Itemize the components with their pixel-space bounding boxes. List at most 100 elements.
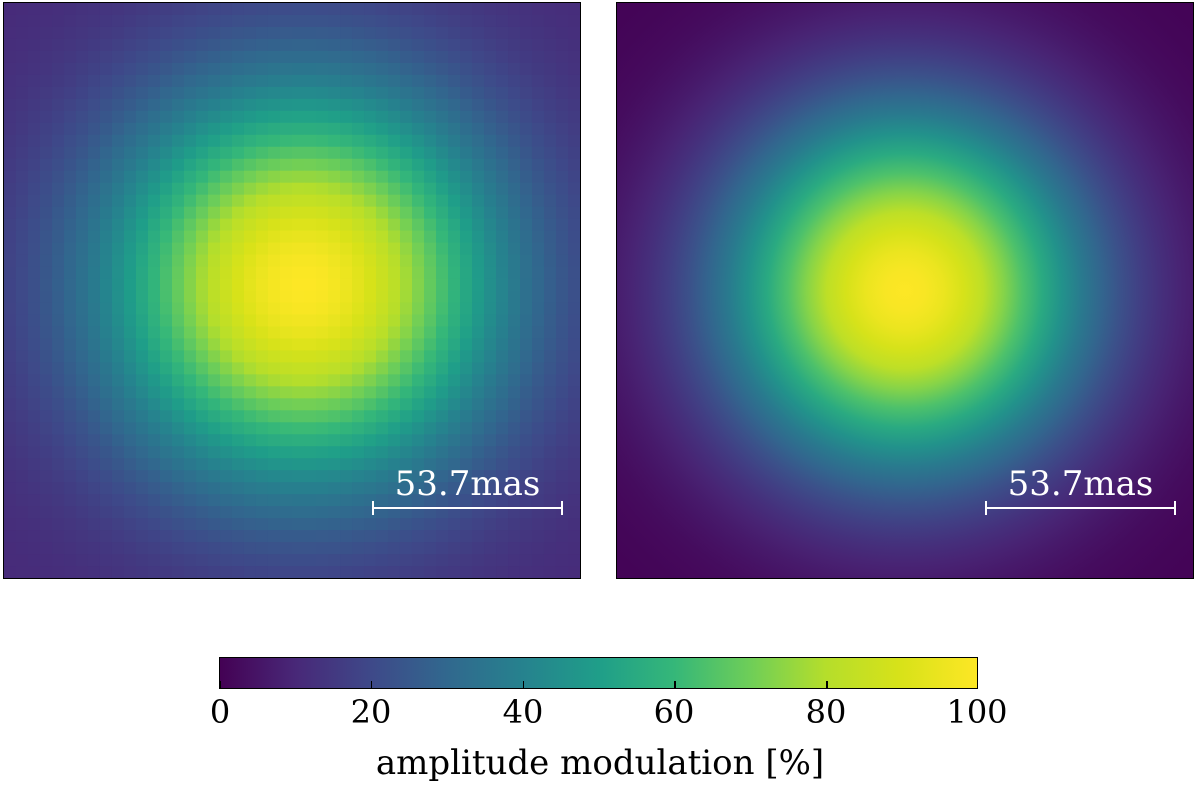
heatmap-left-cell <box>555 374 569 387</box>
heatmap-left-cell <box>208 386 221 399</box>
heatmap-left-cell <box>208 302 221 316</box>
heatmap-left-cell <box>99 26 113 40</box>
heatmap-left-cell <box>411 290 425 304</box>
heatmap-left-cell <box>328 194 341 208</box>
heatmap-left-cell <box>267 446 281 459</box>
heatmap-left-cell <box>52 170 65 184</box>
heatmap-left-cell <box>99 518 113 531</box>
heatmap-left-cell <box>4 230 17 244</box>
heatmap-left-cell <box>16 482 29 495</box>
heatmap-left-cell <box>196 302 209 316</box>
heatmap-left-cell <box>28 194 41 208</box>
heatmap-left-cell <box>352 482 365 495</box>
heatmap-left-cell <box>4 458 17 471</box>
heatmap-left-cell <box>76 206 89 220</box>
heatmap-left-cell <box>543 398 557 411</box>
heatmap-left-cell <box>472 3 485 16</box>
heatmap-left-cell <box>87 302 101 316</box>
heatmap-left-cell <box>208 554 221 567</box>
heatmap-left-cell <box>184 98 197 112</box>
heatmap-left-cell <box>231 38 245 52</box>
heatmap-left-cell <box>16 110 29 124</box>
heatmap-left-cell <box>4 482 17 495</box>
heatmap-left-cell <box>160 182 173 196</box>
heatmap-left-cell <box>87 494 101 507</box>
heatmap-left-cell <box>123 26 137 40</box>
heatmap-left-cell <box>304 518 317 531</box>
heatmap-left-cell <box>16 554 29 567</box>
heatmap-left-cell <box>243 206 257 220</box>
heatmap-left-cell <box>243 194 257 208</box>
heatmap-left-cell <box>172 542 185 555</box>
heatmap-left-cell <box>87 74 101 88</box>
heatmap-left-cell <box>484 122 497 136</box>
heatmap-left-cell <box>328 458 341 471</box>
heatmap-left-cell <box>172 398 185 411</box>
heatmap-left-cell <box>375 326 389 340</box>
heatmap-left-cell <box>364 302 377 316</box>
heatmap-left-cell <box>508 158 521 172</box>
heatmap-left-cell <box>292 242 305 256</box>
heatmap-left-cell <box>148 62 161 76</box>
heatmap-left-cell <box>399 38 413 52</box>
heatmap-left-cell <box>4 326 17 340</box>
heatmap-left-cell <box>111 170 125 184</box>
heatmap-left-cell <box>148 542 161 555</box>
heatmap-left-cell <box>76 26 89 40</box>
heatmap-left-cell <box>543 86 557 100</box>
heatmap-left-cell <box>76 86 89 100</box>
heatmap-left-cell <box>460 326 473 340</box>
heatmap-left-cell <box>316 122 329 136</box>
heatmap-left-cell <box>472 314 485 328</box>
heatmap-left-cell <box>255 14 269 28</box>
heatmap-left-cell <box>76 338 89 351</box>
heatmap-left-cell <box>484 110 497 124</box>
heatmap-left-cell <box>123 290 137 304</box>
heatmap-left-cell <box>436 470 449 483</box>
heatmap-left-cell <box>231 458 245 471</box>
heatmap-left-cell <box>352 146 365 160</box>
heatmap-left-cell <box>64 86 77 100</box>
heatmap-left-cell <box>231 422 245 435</box>
heatmap-left-cell <box>243 26 257 40</box>
heatmap-left-cell <box>76 242 89 256</box>
heatmap-left-cell <box>567 230 580 244</box>
heatmap-left-cell <box>364 458 377 471</box>
heatmap-left-cell <box>160 362 173 375</box>
heatmap-left-cell <box>531 326 545 340</box>
heatmap-left-cell <box>328 410 341 423</box>
heatmap-left-cell <box>531 254 545 268</box>
heatmap-left-cell <box>519 302 533 316</box>
heatmap-left-cell <box>375 14 389 28</box>
heatmap-left-cell <box>243 254 257 268</box>
heatmap-left-cell <box>16 566 29 578</box>
heatmap-left-cell <box>99 134 113 148</box>
heatmap-left-cell <box>99 434 113 447</box>
heatmap-left-cell <box>148 314 161 328</box>
heatmap-left-cell <box>460 230 473 244</box>
heatmap-left-cell <box>52 314 65 328</box>
heatmap-left-cell <box>64 350 77 363</box>
heatmap-left-cell <box>352 506 365 519</box>
heatmap-left-cell <box>448 3 461 16</box>
heatmap-left-cell <box>148 530 161 543</box>
heatmap-left-cell <box>172 242 185 256</box>
heatmap-left-cell <box>99 422 113 435</box>
heatmap-left-cell <box>279 86 293 100</box>
heatmap-left-cell <box>340 110 353 124</box>
heatmap-left-cell <box>123 50 137 64</box>
heatmap-left-cell <box>184 518 197 531</box>
heatmap-left-cell <box>508 206 521 220</box>
heatmap-left-cell <box>4 338 17 351</box>
heatmap-left-cell <box>160 170 173 184</box>
heatmap-left-cell <box>543 146 557 160</box>
heatmap-left-cell <box>543 350 557 363</box>
heatmap-left-cell <box>184 14 197 28</box>
heatmap-left-cell <box>316 326 329 340</box>
heatmap-left-cell <box>28 26 41 40</box>
heatmap-left-cell <box>255 518 269 531</box>
heatmap-left-cell <box>531 434 545 447</box>
heatmap-left-cell <box>243 74 257 88</box>
heatmap-left-cell <box>160 458 173 471</box>
heatmap-left-cell <box>448 302 461 316</box>
